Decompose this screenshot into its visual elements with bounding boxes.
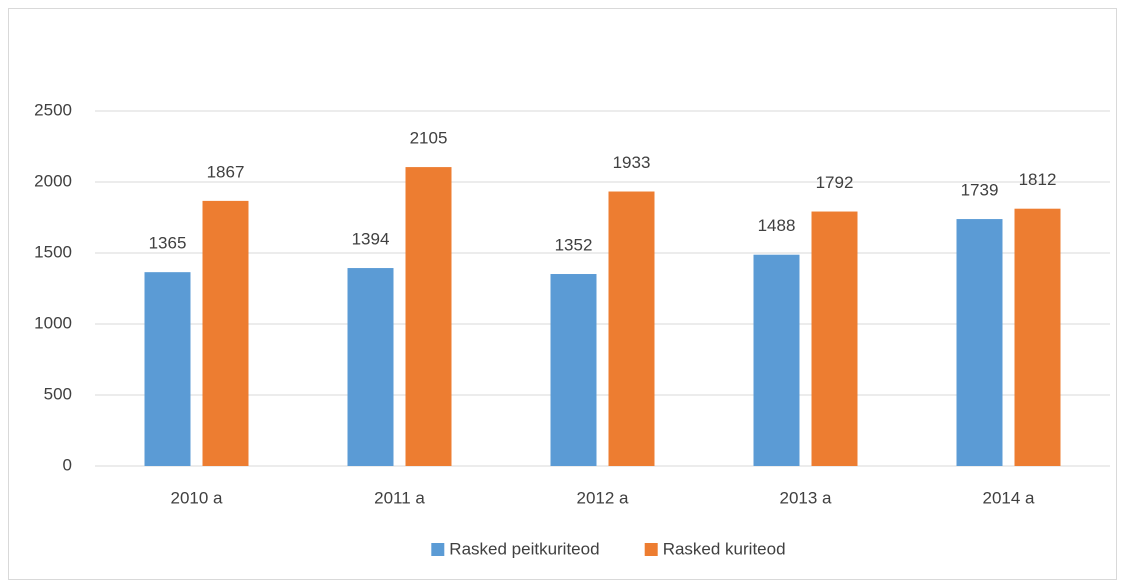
bar (202, 200, 249, 467)
y-tick-label: 0 (63, 455, 72, 474)
legend-label: Rasked peitkuriteod (449, 539, 599, 558)
bar (753, 254, 800, 466)
bar (347, 268, 394, 466)
data-label: 1933 (613, 153, 651, 172)
data-label: 1739 (961, 181, 999, 200)
bar (956, 219, 1003, 466)
y-tick-label: 1500 (34, 242, 72, 261)
y-tick-label: 500 (44, 384, 72, 403)
x-tick-label: 2014 a (983, 488, 1036, 507)
bar (144, 272, 191, 466)
data-label: 1365 (149, 234, 187, 253)
y-tick-label: 2500 (34, 100, 72, 119)
legend-label: Rasked kuriteod (663, 539, 786, 558)
y-tick-label: 1000 (34, 313, 72, 332)
x-tick-label: 2010 a (171, 488, 224, 507)
legend-swatch (431, 543, 445, 556)
data-label: 1812 (1019, 170, 1057, 189)
bar (608, 191, 655, 466)
bar (405, 167, 452, 466)
x-tick-label: 2013 a (780, 488, 833, 507)
x-tick-label: 2012 a (577, 488, 630, 507)
data-label: 1792 (816, 173, 854, 192)
data-label: 1867 (207, 162, 245, 181)
bar (1014, 208, 1061, 467)
y-tick-label: 2000 (34, 171, 72, 190)
data-label: 1394 (352, 230, 390, 249)
bar (811, 211, 858, 466)
bar (550, 274, 597, 466)
data-label: 1488 (758, 216, 796, 235)
data-label: 1352 (555, 236, 593, 255)
legend-swatch (644, 543, 658, 556)
data-label: 2105 (410, 129, 448, 148)
x-tick-label: 2011 a (374, 488, 425, 507)
